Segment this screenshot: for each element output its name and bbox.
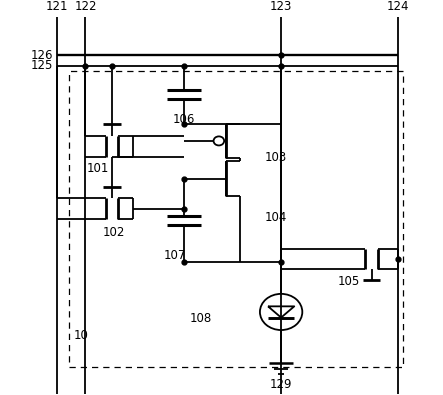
Text: 102: 102 (102, 226, 124, 239)
Text: 105: 105 (337, 275, 359, 288)
Text: 124: 124 (387, 0, 409, 13)
Text: 101: 101 (87, 162, 109, 175)
Text: 108: 108 (190, 312, 212, 325)
Text: 125: 125 (31, 59, 53, 72)
Text: 104: 104 (265, 211, 287, 224)
Text: 106: 106 (173, 113, 195, 126)
Text: 122: 122 (74, 0, 97, 13)
Text: 123: 123 (270, 0, 292, 13)
Text: 107: 107 (164, 249, 187, 262)
Text: 126: 126 (30, 49, 53, 62)
Text: 129: 129 (270, 378, 292, 391)
Text: 121: 121 (46, 0, 69, 13)
Text: 10: 10 (74, 329, 89, 342)
Text: 103: 103 (265, 151, 287, 164)
